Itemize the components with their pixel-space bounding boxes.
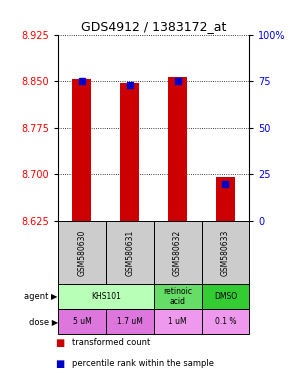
Bar (216, 177, 235, 221)
Text: 1 uM: 1 uM (168, 317, 187, 326)
Text: DMSO: DMSO (214, 292, 237, 301)
FancyBboxPatch shape (58, 284, 154, 309)
Bar (120, 83, 139, 221)
FancyBboxPatch shape (202, 221, 249, 284)
Text: ■: ■ (55, 338, 64, 348)
FancyBboxPatch shape (154, 284, 202, 309)
FancyBboxPatch shape (106, 309, 154, 334)
FancyBboxPatch shape (58, 221, 106, 284)
Text: retinoic
acid: retinoic acid (163, 287, 192, 306)
FancyBboxPatch shape (202, 309, 249, 334)
Text: GSM580633: GSM580633 (221, 229, 230, 276)
Text: 5 uM: 5 uM (72, 317, 91, 326)
FancyBboxPatch shape (202, 284, 249, 309)
Text: GSM580630: GSM580630 (77, 229, 86, 276)
Text: 1.7 uM: 1.7 uM (117, 317, 143, 326)
Text: agent ▶: agent ▶ (24, 292, 58, 301)
Text: GSM580632: GSM580632 (173, 229, 182, 276)
Text: KHS101: KHS101 (91, 292, 121, 301)
Title: GDS4912 / 1383172_at: GDS4912 / 1383172_at (81, 20, 226, 33)
Text: percentile rank within the sample: percentile rank within the sample (72, 359, 215, 368)
Text: 0.1 %: 0.1 % (215, 317, 236, 326)
Text: ■: ■ (55, 359, 64, 369)
Text: transformed count: transformed count (72, 338, 151, 347)
Bar (168, 77, 187, 221)
Text: dose ▶: dose ▶ (29, 317, 58, 326)
FancyBboxPatch shape (58, 309, 106, 334)
FancyBboxPatch shape (106, 221, 154, 284)
Text: GSM580631: GSM580631 (125, 229, 134, 276)
FancyBboxPatch shape (154, 309, 202, 334)
Bar (72, 79, 92, 221)
FancyBboxPatch shape (154, 221, 202, 284)
